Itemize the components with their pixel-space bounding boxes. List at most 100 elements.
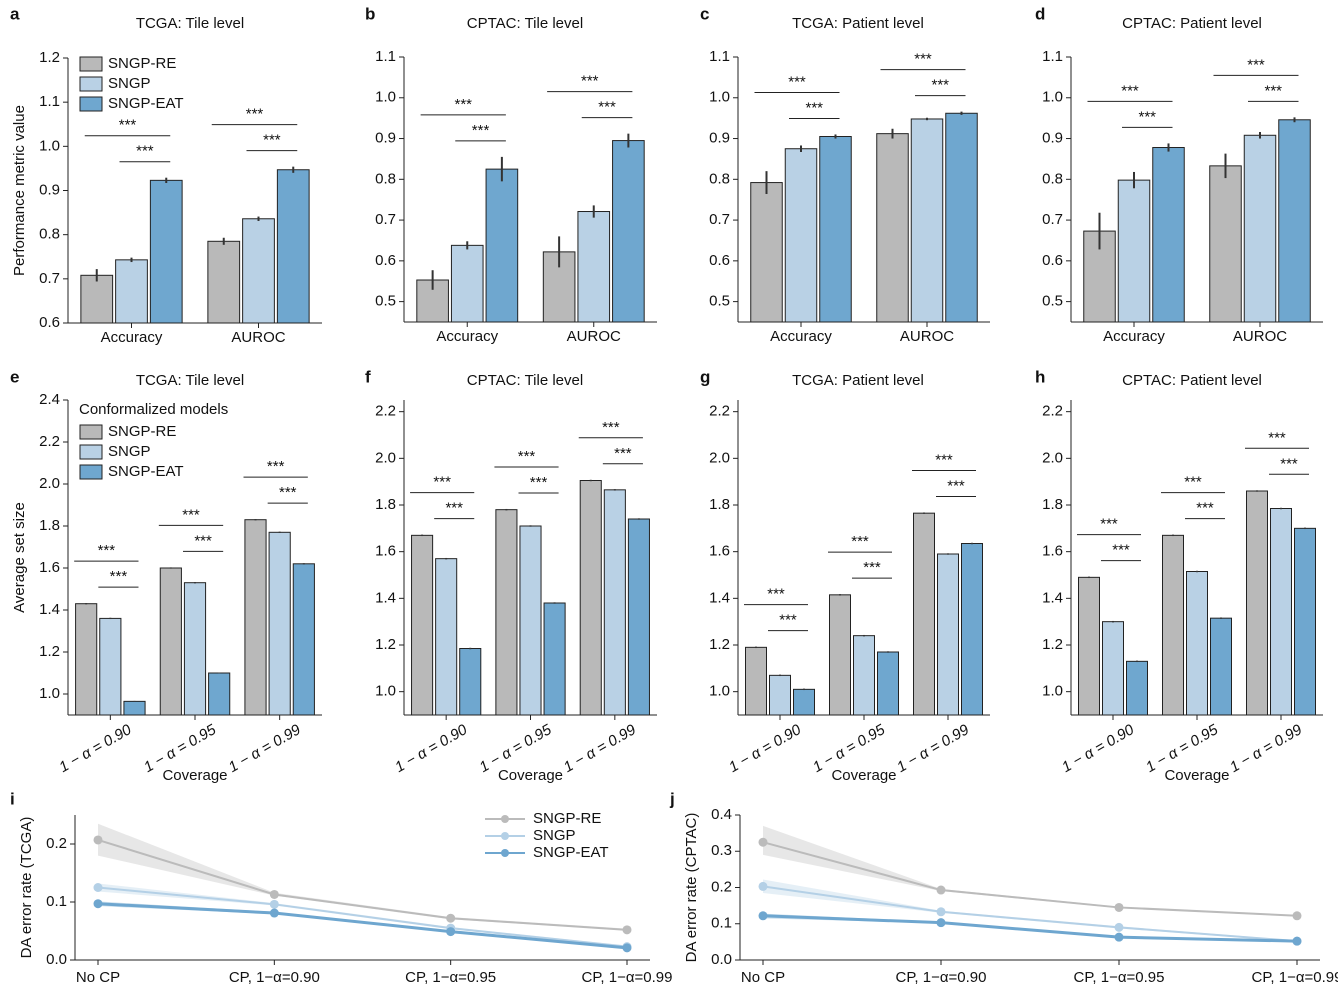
y-tick-label: 0.0 xyxy=(711,951,732,968)
significance-label: *** xyxy=(1247,56,1265,73)
y-tick-label: 1.2 xyxy=(39,49,60,66)
significance-label: *** xyxy=(1196,500,1214,517)
significance-label: *** xyxy=(136,143,154,160)
x-tick-label: CP, 1−α=0.90 xyxy=(229,969,320,986)
bar xyxy=(853,635,875,716)
significance-label: *** xyxy=(98,542,116,559)
bar xyxy=(577,211,611,323)
line xyxy=(762,841,1298,917)
bar xyxy=(1102,621,1124,716)
x-axis-label: Coverage xyxy=(162,767,227,784)
bar xyxy=(1246,490,1268,716)
significance-label: *** xyxy=(779,612,797,629)
significance-label: *** xyxy=(863,559,881,576)
y-tick-label: 1.6 xyxy=(39,559,60,576)
y-tick-label: 1.2 xyxy=(375,636,396,653)
point xyxy=(936,907,946,917)
chart-title: CPTAC: Tile level xyxy=(467,372,583,389)
bar xyxy=(1126,660,1148,716)
y-tick-label: 0.8 xyxy=(375,170,396,187)
bar xyxy=(1243,134,1277,323)
significance-label: *** xyxy=(1280,455,1298,472)
point xyxy=(1114,932,1124,942)
bar xyxy=(495,509,518,716)
significance-label: *** xyxy=(914,51,932,68)
y-tick-label: 1.2 xyxy=(709,636,730,653)
bar xyxy=(1278,119,1311,323)
significance-label: *** xyxy=(935,451,953,468)
confidence-band xyxy=(763,879,1297,942)
significance-label: *** xyxy=(433,474,451,491)
chart-title: TCGA: Tile level xyxy=(136,372,244,389)
y-tick-label: 2.2 xyxy=(39,433,60,450)
y-tick-label: 0.9 xyxy=(39,181,60,198)
confidence-band xyxy=(98,823,627,931)
chart-title: CPTAC: Tile level xyxy=(467,15,583,32)
x-tick-label: 1 − α = 0.99 xyxy=(226,721,305,776)
y-tick-label: 1.8 xyxy=(375,496,396,513)
bar xyxy=(793,688,815,716)
line xyxy=(762,885,1298,943)
y-tick-label: 0.9 xyxy=(375,130,396,147)
y-tick-label: 2.4 xyxy=(39,391,60,408)
y-tick-label: 1.4 xyxy=(1042,589,1063,606)
legend-swatch xyxy=(79,96,103,112)
bar xyxy=(208,672,231,716)
x-tick-label: 1 − α = 0.90 xyxy=(726,721,805,776)
panel-letter: a xyxy=(10,4,20,23)
y-tick-label: 1.0 xyxy=(709,89,730,106)
y-tick-label: 1.1 xyxy=(709,48,730,65)
legend-swatch xyxy=(79,464,103,480)
bar xyxy=(1078,576,1100,716)
bar xyxy=(292,563,315,716)
y-tick-label: 0.3 xyxy=(711,842,732,859)
panel-letter: d xyxy=(1035,4,1045,23)
chart-title: CPTAC: Patient level xyxy=(1122,372,1262,389)
y-tick-label: 1.6 xyxy=(709,543,730,560)
bar xyxy=(123,700,146,716)
legend-label: SNGP-EAT xyxy=(108,95,184,112)
x-tick-label: CP, 1−α=0.95 xyxy=(1074,969,1165,986)
bar xyxy=(1186,571,1208,716)
point xyxy=(758,911,768,921)
y-tick-label: 0.9 xyxy=(709,130,730,147)
y-tick-label: 1.1 xyxy=(1042,48,1063,65)
legend-label: SNGP xyxy=(533,827,576,844)
chart-title: TCGA: Patient level xyxy=(792,372,924,389)
y-tick-label: 0.4 xyxy=(711,806,732,823)
x-tick-label: Accuracy xyxy=(101,329,163,346)
point xyxy=(1114,922,1124,932)
line xyxy=(97,886,628,948)
y-tick-label: 1.0 xyxy=(709,683,730,700)
x-axis-label: Coverage xyxy=(498,767,563,784)
legend-marker xyxy=(501,832,509,840)
point xyxy=(269,908,279,918)
bar xyxy=(937,553,959,716)
significance-label: *** xyxy=(246,106,264,123)
bar xyxy=(945,112,978,323)
point xyxy=(622,943,632,953)
bar xyxy=(519,525,542,716)
panel-letter: i xyxy=(10,789,15,808)
significance-label: *** xyxy=(1184,474,1202,491)
line xyxy=(97,838,628,931)
significance-label: *** xyxy=(1112,542,1130,559)
significance-label: *** xyxy=(279,484,297,501)
significance-label: *** xyxy=(947,477,965,494)
legend-title: Conformalized models xyxy=(79,401,228,418)
bar xyxy=(603,489,626,716)
legend-label: SNGP xyxy=(108,75,151,92)
chart-title: TCGA: Tile level xyxy=(136,15,244,32)
bar xyxy=(159,567,182,716)
significance-label: *** xyxy=(805,99,823,116)
y-tick-label: 1.6 xyxy=(375,543,396,560)
significance-label: *** xyxy=(110,568,128,585)
bar xyxy=(207,240,241,324)
y-tick-label: 2.0 xyxy=(709,449,730,466)
y-tick-label: 0.6 xyxy=(39,314,60,331)
x-axis-label: Coverage xyxy=(831,767,896,784)
legend-label: SNGP xyxy=(108,443,151,460)
bar xyxy=(627,518,650,716)
x-tick-label: AUROC xyxy=(567,328,621,345)
